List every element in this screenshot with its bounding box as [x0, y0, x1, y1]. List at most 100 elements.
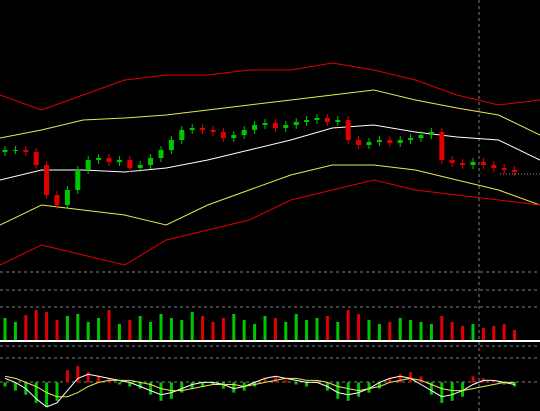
candle-body [231, 135, 237, 138]
candle-body [428, 132, 434, 135]
macd-bar [232, 382, 236, 393]
macd-bar [461, 382, 465, 397]
candle-body [460, 163, 466, 165]
candle-body [449, 160, 455, 163]
volume-bar [253, 324, 257, 340]
candle-body [314, 118, 320, 120]
macd-bar [336, 382, 340, 399]
volume-bar [86, 322, 90, 340]
volume-bar [55, 320, 59, 340]
volume-bar [221, 318, 225, 340]
indicator-line [0, 179, 540, 266]
candle-body [480, 162, 486, 165]
volume-bar [305, 320, 309, 340]
candle-body [439, 132, 445, 160]
candle-body [137, 165, 143, 168]
volume-bar [471, 324, 475, 340]
macd-bar [138, 382, 142, 389]
candle-body [127, 160, 133, 168]
volume-bar [367, 320, 371, 340]
volume-bar [13, 322, 17, 340]
candle-body [116, 160, 122, 162]
volume-bar [294, 314, 298, 340]
candle-body [293, 122, 299, 125]
candle-body [33, 152, 39, 165]
candle-body [44, 165, 50, 195]
candle-body [408, 138, 414, 140]
macd-bar [357, 382, 361, 397]
volume-bar [263, 316, 267, 340]
volume-bar [180, 320, 184, 340]
macd-bar [3, 382, 7, 387]
macd-bar [149, 382, 153, 395]
candle-body [75, 170, 81, 190]
volume-bar [502, 324, 506, 340]
indicator-line [4, 375, 515, 398]
volume-bar [398, 318, 402, 340]
candle-body [220, 132, 226, 138]
volume-bar [492, 326, 496, 340]
candle-body [189, 128, 195, 130]
macd-bar [86, 372, 90, 383]
macd-bar [398, 374, 402, 383]
volume-bar [190, 312, 194, 340]
macd-bar [97, 376, 101, 383]
candle-body [356, 140, 362, 145]
volume-bar [461, 326, 465, 340]
volume-bar [419, 322, 423, 340]
macd-bar [45, 382, 49, 407]
volume-bar [34, 310, 38, 340]
macd-bar [13, 382, 17, 391]
indicator-line [0, 62, 540, 111]
macd-bar [419, 376, 423, 383]
volume-bar [211, 322, 215, 340]
volume-bar [357, 314, 361, 340]
candle-body [512, 170, 518, 172]
macd-bar [429, 382, 433, 395]
macd-bar [190, 382, 194, 389]
volume-bar [429, 324, 433, 340]
macd-bar [284, 380, 288, 383]
macd-bar [377, 382, 381, 389]
volume-bar [346, 310, 350, 340]
volume-bar [513, 330, 517, 340]
candle-body [252, 125, 258, 130]
volume-bar [273, 318, 277, 340]
candle-body [272, 123, 278, 128]
volume-bar [65, 316, 69, 340]
candle-body [85, 160, 91, 170]
candle-body [64, 190, 70, 205]
indicator-line [0, 89, 540, 139]
macd-bar [367, 382, 371, 393]
volume-bar [388, 322, 392, 340]
volume-bar [24, 315, 28, 340]
volume-bar [159, 314, 163, 340]
candle-body [418, 135, 424, 138]
volume-bar [242, 320, 246, 340]
macd-bar [346, 382, 350, 401]
candle-body [387, 140, 393, 143]
volume-bar [201, 316, 205, 340]
candle-body [366, 142, 372, 145]
volume-bar [169, 318, 173, 340]
macd-bar [450, 382, 454, 401]
macd-bar [440, 382, 444, 403]
volume-bar [3, 318, 7, 340]
macd-bar [315, 380, 319, 383]
candle-body [54, 195, 60, 205]
volume-bar [315, 318, 319, 340]
volume-bar [232, 314, 236, 340]
volume-bar [409, 320, 413, 340]
macd-bar [305, 382, 309, 387]
candle-body [96, 158, 102, 160]
macd-bar [34, 382, 38, 403]
macd-bar [471, 376, 475, 383]
volume-bar [284, 322, 288, 340]
macd-bar [55, 382, 59, 401]
volume-bar [336, 322, 340, 340]
indicator-line [0, 164, 540, 226]
candle-body [335, 120, 341, 122]
indicator-line [0, 124, 540, 181]
